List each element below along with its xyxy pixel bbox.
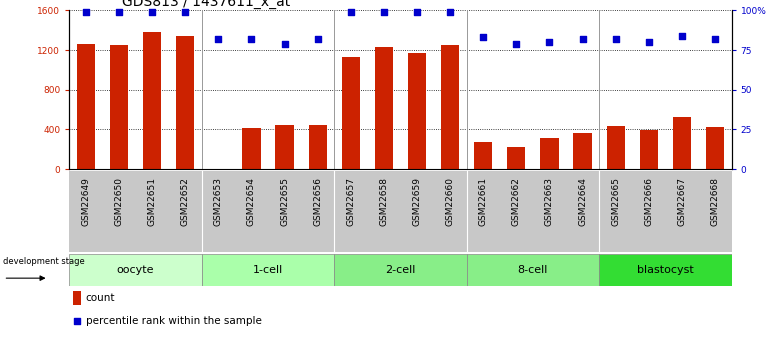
Point [544, 39, 556, 45]
Bar [176, 36, 194, 169]
Text: GSM22663: GSM22663 [545, 177, 554, 226]
Text: GSM22649: GSM22649 [82, 177, 90, 226]
Text: GSM22656: GSM22656 [313, 177, 322, 226]
Text: GSM22662: GSM22662 [512, 177, 521, 226]
Text: GSM22651: GSM22651 [148, 177, 156, 226]
Point [279, 41, 291, 47]
Text: GSM22667: GSM22667 [678, 177, 686, 226]
Text: GSM22660: GSM22660 [446, 177, 454, 226]
Point [312, 36, 324, 42]
Bar [69, 254, 202, 286]
Point [245, 36, 257, 42]
Bar [507, 147, 525, 169]
Text: GSM22659: GSM22659 [413, 177, 421, 226]
Text: GSM22665: GSM22665 [611, 177, 620, 226]
Text: 8-cell: 8-cell [517, 265, 548, 275]
Text: GSM22661: GSM22661 [479, 177, 487, 226]
Bar [77, 44, 95, 169]
Text: GSM22653: GSM22653 [214, 177, 223, 226]
Bar [474, 142, 492, 169]
Point [444, 9, 457, 15]
Text: development stage: development stage [3, 257, 85, 266]
Point [80, 9, 92, 15]
Bar [243, 128, 260, 169]
Text: GSM22650: GSM22650 [115, 177, 123, 226]
Point [577, 36, 589, 42]
Bar [467, 254, 599, 286]
Point [146, 9, 159, 15]
Bar [110, 45, 128, 169]
Point [378, 9, 390, 15]
Text: 1-cell: 1-cell [253, 265, 283, 275]
Text: GSM22655: GSM22655 [280, 177, 289, 226]
Bar [276, 125, 293, 169]
Bar [143, 32, 161, 169]
Point [709, 36, 721, 42]
Point [643, 39, 655, 45]
Text: GSM22666: GSM22666 [644, 177, 653, 226]
Text: GSM22657: GSM22657 [346, 177, 355, 226]
Bar [408, 52, 426, 169]
Bar [640, 130, 658, 169]
Text: GSM22664: GSM22664 [578, 177, 587, 226]
Text: GDS813 / 1437611_x_at: GDS813 / 1437611_x_at [122, 0, 290, 9]
Point [179, 9, 191, 15]
Bar [375, 47, 393, 169]
Point [477, 34, 490, 40]
Bar [72, 291, 81, 305]
Text: GSM22658: GSM22658 [380, 177, 388, 226]
Bar [441, 45, 459, 169]
Point [70, 318, 82, 324]
Bar [574, 133, 591, 169]
Point [112, 9, 125, 15]
Text: blastocyst: blastocyst [637, 265, 694, 275]
Text: percentile rank within the sample: percentile rank within the sample [86, 316, 262, 326]
Point [610, 36, 622, 42]
Text: oocyte: oocyte [117, 265, 154, 275]
Point [345, 9, 357, 15]
Bar [202, 254, 334, 286]
Bar [607, 126, 624, 169]
Text: 2-cell: 2-cell [385, 265, 416, 275]
Text: count: count [86, 293, 115, 303]
Bar [342, 57, 360, 169]
Bar [309, 125, 326, 169]
Point [511, 41, 523, 47]
Bar [541, 138, 558, 169]
Bar [599, 254, 732, 286]
Point [411, 9, 424, 15]
Text: GSM22654: GSM22654 [247, 177, 256, 226]
Bar [673, 117, 691, 169]
Bar [706, 127, 724, 169]
Point [676, 33, 688, 39]
Text: GSM22668: GSM22668 [711, 177, 719, 226]
Bar [334, 254, 467, 286]
Point [213, 36, 225, 42]
Text: GSM22652: GSM22652 [181, 177, 189, 226]
